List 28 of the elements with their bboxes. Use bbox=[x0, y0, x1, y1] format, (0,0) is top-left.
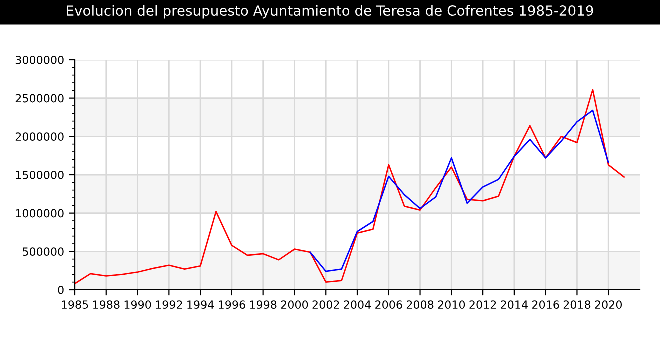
x-tick-label: 2010 bbox=[438, 300, 466, 310]
line-series bbox=[310, 110, 610, 272]
x-tick-label: 1990 bbox=[124, 300, 152, 310]
x-tick-label: 1988 bbox=[93, 300, 120, 310]
x-tick-label: 2020 bbox=[595, 300, 622, 310]
chart-title: Evolucion del presupuesto Ayuntamiento de Teresa de Cofrentes 1985-2019 bbox=[67, 5, 594, 19]
x-tick-label: 2014 bbox=[501, 300, 528, 310]
x-tick-label: 1985 bbox=[62, 300, 88, 310]
x-tick-label: 2006 bbox=[376, 300, 402, 310]
x-tick-label: 1994 bbox=[188, 300, 214, 310]
y-tick-label: 500000 bbox=[23, 248, 64, 256]
x-tick-label: 2016 bbox=[532, 300, 560, 310]
y-tick-label: 2000000 bbox=[16, 132, 64, 142]
y-tick-label: 1500000 bbox=[16, 170, 64, 180]
y-tick-label: 0 bbox=[58, 286, 64, 294]
x-tick-label: 2008 bbox=[406, 300, 434, 310]
y-tick-label: 1000000 bbox=[16, 209, 64, 218]
x-tick-label: 2002 bbox=[312, 300, 340, 310]
y-tick-label: 3000000 bbox=[16, 56, 64, 64]
x-tick-label: 2018 bbox=[564, 300, 591, 310]
y-tick-label: 2500000 bbox=[16, 94, 64, 103]
x-tick-label: 1992 bbox=[156, 300, 182, 310]
x-tick-label: 2000 bbox=[281, 300, 308, 310]
x-tick-label: 2004 bbox=[344, 300, 372, 310]
x-tick-label: 1998 bbox=[250, 300, 277, 310]
line-series bbox=[75, 89, 625, 285]
x-tick-label: 1996 bbox=[219, 300, 246, 310]
x-tick-label: 2012 bbox=[470, 300, 496, 310]
